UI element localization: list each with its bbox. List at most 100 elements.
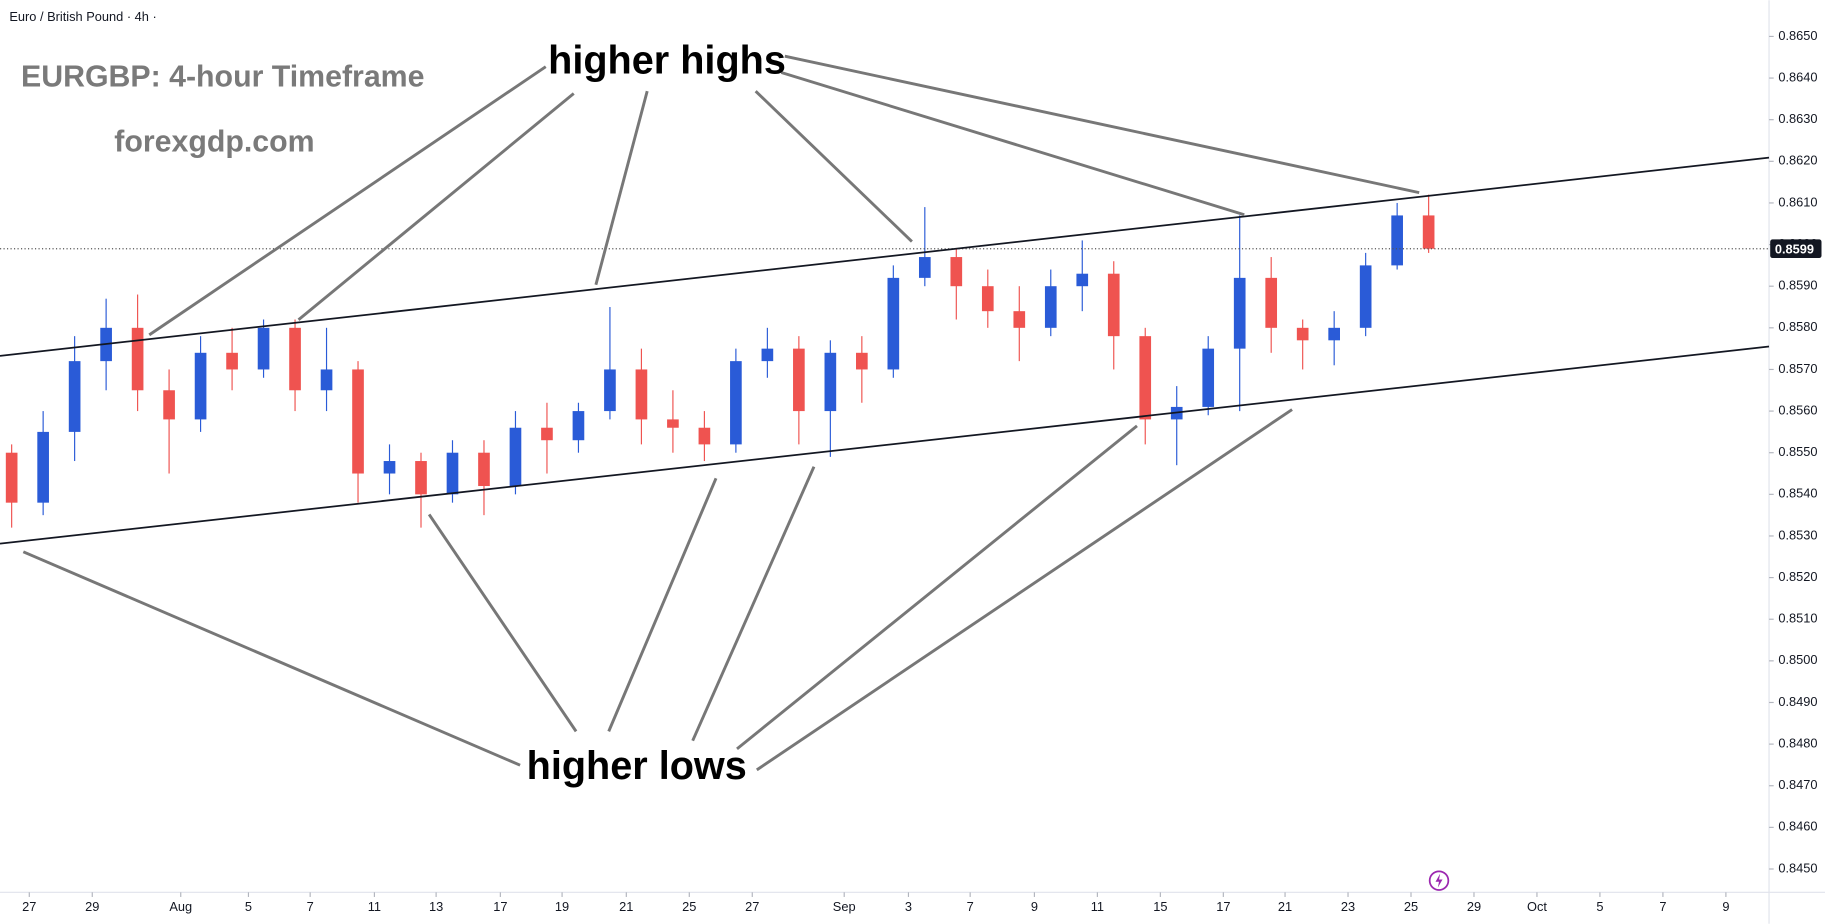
x-tick-label: 25	[682, 899, 696, 914]
candle-body	[824, 352, 837, 412]
lower-trend-line	[0, 345, 1770, 545]
candle-body	[1013, 311, 1026, 328]
candle-body	[1044, 286, 1057, 328]
candle-body	[68, 361, 81, 432]
upper-trend-line	[0, 156, 1770, 357]
candle-body	[257, 327, 270, 370]
x-tick-label: 17	[493, 899, 507, 914]
pointer	[780, 71, 1245, 217]
y-tick-label: 0.8650	[1778, 28, 1817, 43]
candle-body	[1359, 265, 1372, 328]
x-tick-label: 5	[245, 899, 252, 914]
symbol-legend: Euro / British Pound · 4h ·	[9, 9, 156, 24]
x-tick-label: 7	[1659, 899, 1666, 914]
pointer	[756, 408, 1293, 772]
y-tick-label: 0.8510	[1778, 611, 1817, 626]
x-tick-label: Aug	[169, 899, 192, 914]
y-tick-label: 0.8500	[1778, 652, 1817, 667]
current-price-label: 0.8599	[1775, 241, 1814, 256]
x-tick-label: 29	[85, 899, 99, 914]
candle-body	[5, 452, 18, 503]
candle-body	[163, 390, 175, 420]
pointer	[736, 424, 1138, 751]
candle-body	[352, 369, 364, 474]
candle-body	[131, 327, 144, 391]
candle-body	[541, 427, 553, 441]
candle-body	[761, 348, 774, 362]
x-tick-label: 9	[1722, 899, 1729, 914]
annotation: higher highs	[548, 39, 786, 83]
pointer	[691, 466, 816, 742]
pointer	[594, 90, 649, 286]
pointer	[754, 90, 913, 243]
candle-body	[635, 369, 648, 420]
x-tick-label: 21	[619, 899, 633, 914]
candle-body	[572, 411, 585, 441]
x-tick-label: 7	[967, 899, 974, 914]
x-tick-label: 17	[1216, 899, 1230, 914]
candle-body	[981, 286, 994, 312]
x-tick-label: 19	[555, 899, 569, 914]
candle-body	[793, 348, 805, 412]
candle-body	[1107, 273, 1120, 337]
pointer	[607, 477, 718, 732]
candle-body	[226, 352, 238, 370]
pointer	[148, 65, 547, 337]
candle-body	[194, 352, 207, 420]
pointer	[297, 92, 575, 321]
pointer-lines	[22, 54, 1420, 772]
candle-body	[918, 257, 931, 278]
candle-body	[1296, 327, 1309, 341]
y-tick-label: 0.8450	[1778, 860, 1817, 875]
x-tick-label: Oct	[1527, 899, 1547, 914]
y-tick-label: 0.8630	[1778, 111, 1817, 126]
candle-body	[698, 427, 711, 445]
candle-body	[856, 352, 868, 370]
y-tick-label: 0.8480	[1778, 735, 1817, 750]
icon-ring	[1428, 870, 1450, 891]
y-tick-label: 0.8590	[1778, 278, 1817, 293]
x-tick-label: 3	[905, 899, 912, 914]
candle-body	[37, 431, 49, 503]
candle-body	[1139, 336, 1152, 420]
y-tick-label: 0.8570	[1778, 361, 1817, 376]
candle-body	[478, 452, 490, 487]
x-tick-label: 15	[1153, 899, 1167, 914]
annotation: higher lows	[527, 744, 747, 788]
y-tick-label: 0.8610	[1778, 194, 1817, 209]
x-tick-label: 27	[22, 899, 36, 914]
current-price-box	[1770, 239, 1822, 259]
candle-body	[446, 452, 459, 495]
x-tick-label: 27	[745, 899, 759, 914]
x-tick-label: Sep	[833, 899, 856, 914]
candle-body	[383, 461, 396, 474]
x-tick-label: 7	[307, 899, 314, 914]
x-tick-label: 25	[1404, 899, 1418, 914]
candle-body	[667, 419, 679, 428]
y-tick-label: 0.8490	[1778, 694, 1817, 709]
x-tick-label: 21	[1278, 899, 1292, 914]
x-tick-label: 13	[429, 899, 443, 914]
pointer	[427, 513, 578, 733]
y-tick-label: 0.8530	[1778, 527, 1817, 542]
y-tick-label: 0.8560	[1778, 402, 1817, 417]
pointer	[784, 54, 1420, 195]
candle-body	[1328, 327, 1340, 341]
y-tick-label: 0.8580	[1778, 319, 1817, 334]
candle-body	[887, 277, 900, 370]
x-tick-label: 5	[1596, 899, 1603, 914]
x-tick-label: 11	[1091, 899, 1104, 914]
y-tick-label: 0.8550	[1778, 444, 1817, 459]
candle-body	[320, 369, 333, 391]
candle-body	[509, 427, 522, 487]
lightning-icon[interactable]	[1428, 870, 1450, 891]
candle-body	[1391, 215, 1403, 266]
icon-bolt	[1435, 873, 1443, 888]
x-tick-label: 11	[368, 899, 381, 914]
pointer	[22, 550, 521, 767]
y-tick-label: 0.8540	[1778, 486, 1817, 501]
candle-body	[1265, 277, 1278, 328]
candle-body	[604, 369, 616, 412]
